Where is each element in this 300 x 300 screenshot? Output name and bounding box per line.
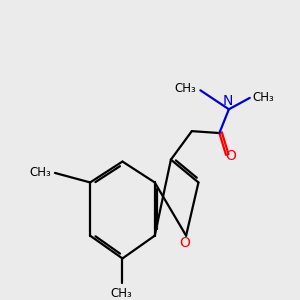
Text: CH₃: CH₃	[253, 91, 274, 104]
Text: CH₃: CH₃	[174, 82, 196, 95]
Text: CH₃: CH₃	[110, 287, 132, 300]
Text: N: N	[222, 94, 233, 108]
Text: CH₃: CH₃	[29, 167, 51, 179]
Text: O: O	[226, 149, 237, 163]
Text: O: O	[179, 236, 190, 250]
